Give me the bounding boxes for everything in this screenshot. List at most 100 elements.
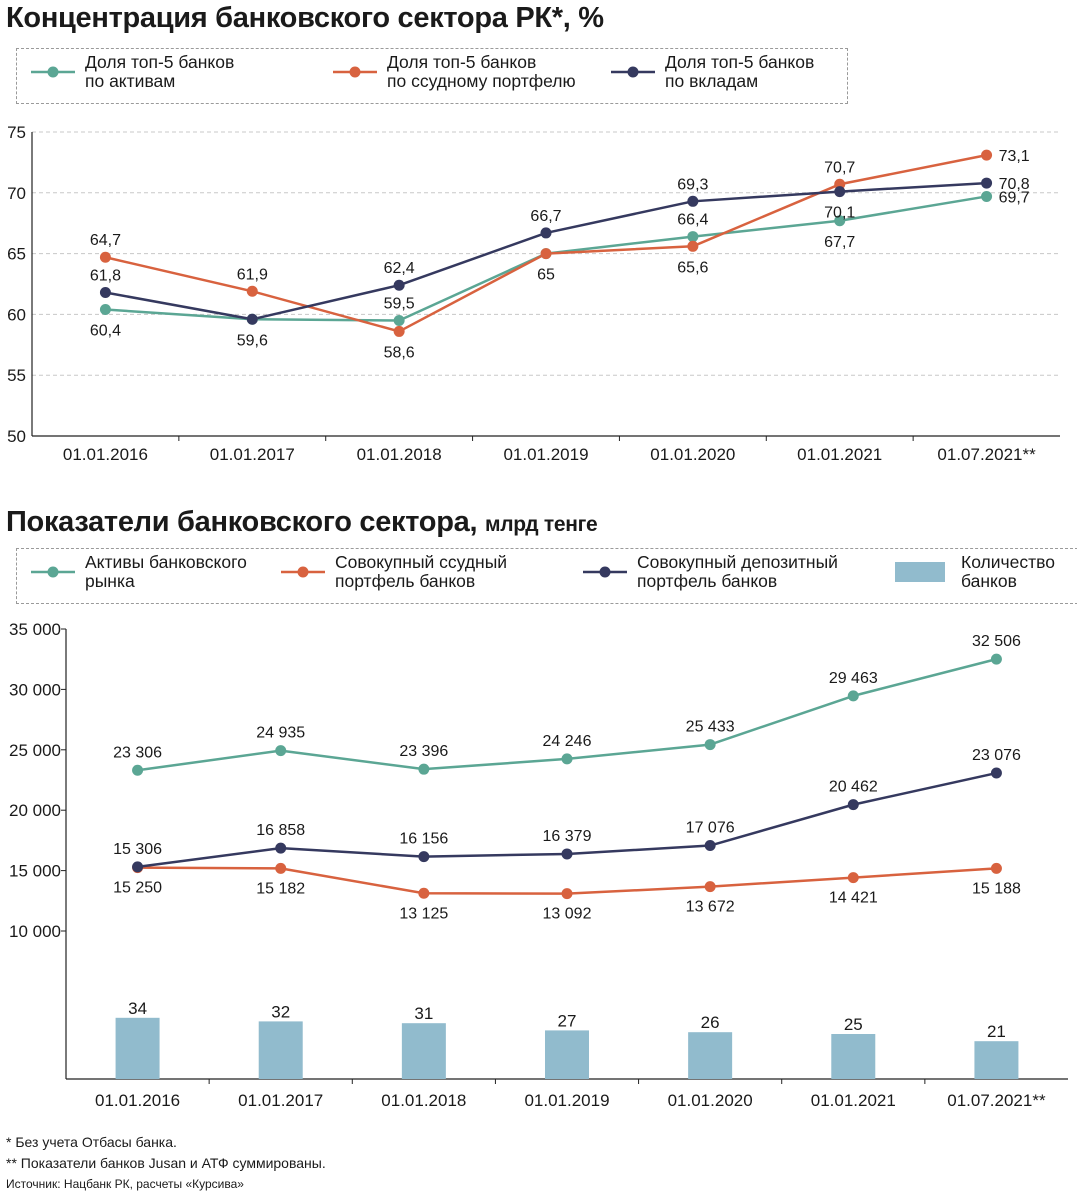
legend-item-deposits-share: Доля топ-5 банков по вкладам: [609, 53, 814, 91]
data-point: [99, 251, 111, 263]
data-point: [687, 240, 699, 252]
data-point: [561, 753, 573, 765]
bar-label: 31: [414, 1004, 433, 1023]
y-tick-label: 75: [7, 123, 26, 142]
x-tick-label: 01.01.2017: [238, 1091, 323, 1110]
x-tick-label: 01.01.2020: [650, 445, 735, 464]
data-point: [393, 279, 405, 291]
y-tick-label: 60: [7, 305, 26, 324]
y-tick-label: 30 000: [9, 680, 61, 699]
legend-item-loan-portfolio: Совокупный ссудный портфель банков: [279, 553, 507, 591]
data-label: 70,7: [824, 159, 855, 176]
legend-line-marker-icon: [583, 566, 627, 578]
legend-line-marker-icon: [611, 66, 655, 78]
x-tick-label: 01.07.2021**: [937, 445, 1036, 464]
data-label: 15 306: [113, 841, 162, 858]
data-label: 16 858: [256, 822, 305, 839]
data-point: [847, 872, 859, 884]
data-label: 24 935: [256, 725, 305, 742]
data-point: [246, 313, 258, 325]
footnotes: * Без учета Отбасы банка. ** Показатели …: [6, 1132, 326, 1195]
data-point: [132, 764, 144, 776]
data-label: 20 462: [829, 779, 878, 796]
data-point: [990, 767, 1002, 779]
x-tick-label: 01.01.2019: [524, 1091, 609, 1110]
legend-label: Активы банковского рынка: [85, 552, 247, 591]
bar-label: 34: [128, 999, 147, 1018]
data-label: 15 188: [972, 880, 1021, 897]
data-point: [99, 304, 111, 316]
chart2-title: Показатели банковского сектора, млрд тен…: [6, 506, 598, 539]
data-point: [275, 842, 287, 854]
chart2-title-unit: млрд тенге: [484, 513, 598, 536]
data-point: [847, 690, 859, 702]
data-point: [275, 862, 287, 874]
y-tick-label: 10 000: [9, 922, 61, 941]
data-label: 61,8: [90, 268, 121, 285]
data-label: 13 125: [399, 905, 448, 922]
x-tick-label: 01.01.2021: [811, 1091, 896, 1110]
y-tick-label: 35 000: [9, 620, 61, 639]
y-tick-label: 70: [7, 184, 26, 203]
data-point: [540, 248, 552, 260]
legend-line-marker-icon: [31, 66, 75, 78]
legend-item-deposit-portfolio: Совокупный депозитный портфель банков: [581, 553, 838, 591]
data-point: [418, 887, 430, 899]
data-label: 62,4: [384, 260, 415, 277]
data-point: [847, 799, 859, 811]
data-point: [246, 285, 258, 297]
data-point: [275, 745, 287, 757]
footnote-2: ** Показатели банков Jusan и АТФ суммиро…: [6, 1155, 326, 1171]
legend-line-marker-icon: [31, 566, 75, 578]
x-tick-label: 01.07.2021**: [947, 1091, 1046, 1110]
data-label: 32 506: [972, 633, 1021, 650]
data-label: 69,7: [999, 189, 1030, 206]
data-point: [687, 231, 699, 243]
data-point: [834, 215, 846, 227]
data-label: 17 076: [686, 820, 735, 837]
data-label: 70,8: [999, 176, 1030, 193]
data-point: [687, 195, 699, 207]
data-point: [418, 851, 430, 863]
legend-label: Доля топ-5 банков по ссудному портфелю: [387, 52, 576, 91]
data-point: [981, 190, 993, 202]
legend-line-marker-icon: [281, 566, 325, 578]
data-label: 70,1: [824, 205, 855, 222]
data-label: 61,9: [237, 266, 268, 283]
data-label: 13 092: [543, 906, 592, 923]
data-label: 65,6: [677, 259, 708, 276]
bank-count-bar: [831, 1034, 876, 1079]
bar-label: 32: [271, 1002, 290, 1021]
y-tick-label: 25 000: [9, 741, 61, 760]
data-label: 64,7: [90, 232, 121, 249]
data-label: 16 379: [543, 828, 592, 845]
data-point: [132, 861, 144, 873]
data-label: 66,4: [677, 212, 708, 229]
data-point: [393, 325, 405, 337]
legend-line-marker-icon: [333, 66, 377, 78]
data-point: [990, 862, 1002, 874]
data-label: 60,4: [90, 323, 121, 340]
footnote-1: * Без учета Отбасы банка.: [6, 1134, 177, 1150]
bank-count-bar: [974, 1041, 1019, 1079]
data-label: 23 396: [399, 743, 448, 760]
data-label: 66,7: [530, 208, 561, 225]
data-label: 13 672: [686, 899, 735, 916]
data-point: [981, 177, 993, 189]
bar-label: 27: [558, 1011, 577, 1030]
data-label: 73,1: [999, 148, 1030, 165]
data-label: 23 306: [113, 744, 162, 761]
data-label: 58,6: [384, 344, 415, 361]
data-label: 29 463: [829, 670, 878, 687]
data-point: [834, 186, 846, 198]
bank-count-bar: [258, 1021, 303, 1079]
y-tick-label: 55: [7, 366, 26, 385]
bar-label: 26: [701, 1013, 720, 1032]
y-tick-label: 15 000: [9, 862, 61, 881]
chart2-plot: 10 000 15 000 20 000 25 000 30 000 35 000 01.0…: [9, 620, 1068, 1110]
legend-label: Совокупный ссудный портфель банков: [335, 552, 508, 591]
data-label: 25 433: [686, 719, 735, 736]
x-tick-label: 01.01.2016: [63, 445, 148, 464]
legend-label: Количество банков: [961, 552, 1055, 591]
data-point: [393, 314, 405, 326]
